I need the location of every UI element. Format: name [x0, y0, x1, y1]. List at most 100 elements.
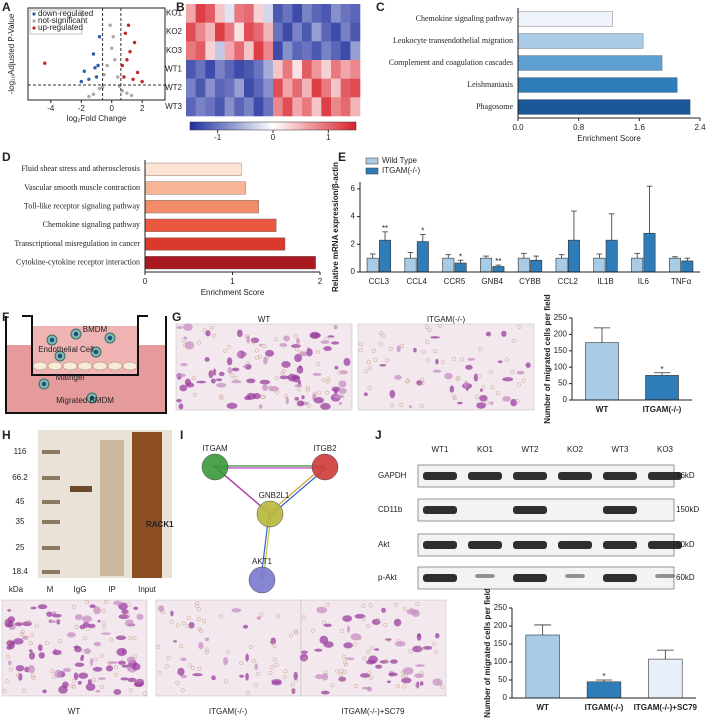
blot-band [423, 574, 457, 582]
pore [270, 664, 275, 670]
lane-label: WT2 [522, 445, 539, 454]
point [94, 75, 99, 79]
cell-blob [393, 618, 402, 627]
y-tick-label: 250 [494, 603, 508, 612]
pore [16, 673, 21, 678]
pore [405, 378, 410, 383]
heat-cell [340, 4, 351, 23]
cell-blob [416, 634, 422, 641]
blot-band [565, 574, 585, 578]
pore [30, 673, 35, 678]
pore [85, 627, 90, 632]
pore [385, 358, 390, 363]
pore [113, 665, 119, 670]
cell-blob [412, 645, 423, 653]
pore [274, 337, 279, 342]
pore [257, 354, 262, 359]
pore [281, 369, 286, 374]
cell-blob [236, 351, 242, 358]
heat-cell [224, 22, 235, 42]
pore [316, 390, 322, 395]
cell-blob [465, 364, 473, 370]
heat-cell [273, 22, 283, 42]
cell-blob [51, 613, 62, 618]
pore [6, 654, 11, 659]
pore [8, 667, 13, 672]
pore [459, 357, 464, 362]
bar [668, 257, 681, 273]
endothelial-cell [47, 361, 63, 371]
size-label: 60kD [676, 540, 695, 549]
pore [511, 338, 516, 344]
blot-band [513, 472, 547, 480]
ip-lane [100, 440, 124, 576]
x-tick-label: 2.4 [694, 123, 706, 132]
lane-label: KO2 [567, 445, 584, 454]
heat-cell [340, 41, 351, 61]
size-label: 150kD [676, 505, 699, 514]
igg-band [70, 486, 92, 492]
heat-cell [186, 60, 196, 79]
cell-blob [430, 336, 440, 339]
x-tick-label: WT [536, 703, 549, 712]
cell-blob [394, 374, 402, 380]
pore [316, 362, 321, 367]
pore [44, 640, 49, 646]
legend-label: ITGAM(-/-) [382, 166, 421, 175]
pore [255, 355, 260, 360]
pore [280, 371, 285, 376]
pore [293, 629, 298, 634]
x-tick-label: TNFα [671, 277, 692, 286]
blot-band [513, 506, 547, 514]
pore [197, 607, 202, 612]
marker-label: 66.2 [12, 473, 28, 482]
x-tick-label: IL6 [638, 277, 650, 286]
heat-cell [302, 4, 312, 23]
nucleus [93, 349, 99, 355]
heat-cell [205, 78, 216, 98]
endothelial-cell [32, 361, 48, 371]
cell-blob [444, 372, 453, 380]
heat-cell [215, 78, 225, 98]
heat-cell [340, 97, 351, 117]
heat-cell [205, 41, 216, 61]
heat-cell [321, 4, 332, 23]
pore [325, 602, 330, 607]
pore [419, 403, 424, 408]
cell-blob [502, 396, 511, 402]
cell-blob [105, 665, 114, 672]
heat-cell [224, 97, 235, 117]
cell-blob [338, 401, 342, 405]
pore [181, 338, 186, 343]
bar [593, 257, 606, 273]
heat-cell [321, 97, 332, 117]
pore [488, 369, 493, 375]
y-tick-label: 50 [558, 379, 567, 388]
diagram-label: BMDM [83, 325, 108, 334]
point [108, 23, 112, 27]
cell-blob [323, 623, 332, 627]
x-tick-label: -4 [47, 104, 55, 113]
heat-cell [311, 60, 322, 79]
cell-blob [310, 332, 321, 339]
cell-blob [359, 673, 371, 678]
pore [101, 621, 106, 626]
pore [20, 629, 25, 634]
pore [219, 396, 224, 401]
pore [128, 688, 134, 693]
panel-letter: G [172, 310, 181, 324]
cell-blob [80, 654, 85, 659]
panel-letter: C [376, 0, 385, 14]
cell-blob [116, 647, 128, 657]
point [102, 73, 106, 77]
pore [19, 632, 25, 637]
pore [357, 636, 362, 641]
cell-blob [300, 650, 308, 654]
legend-label: Wild Type [382, 156, 418, 165]
pore [218, 614, 223, 619]
pore [371, 348, 376, 353]
pore [440, 360, 445, 365]
cell-blob [7, 609, 12, 612]
cell-blob [315, 674, 324, 680]
heat-cell [273, 4, 283, 23]
